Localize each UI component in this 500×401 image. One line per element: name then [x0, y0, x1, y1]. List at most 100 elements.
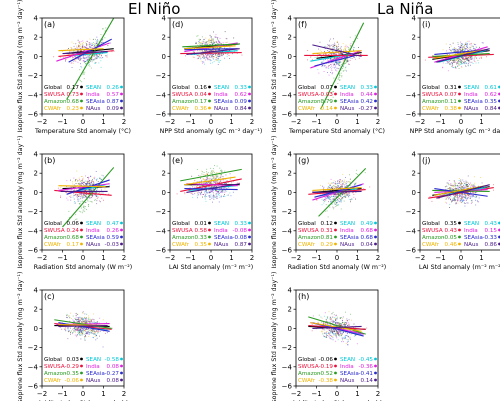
scatter-point — [84, 338, 86, 340]
scatter-point — [347, 56, 349, 57]
scatter-point — [92, 189, 94, 191]
scatter-point — [321, 65, 323, 67]
scatter-point — [220, 43, 222, 45]
scatter-point — [58, 191, 60, 192]
scatter-point — [85, 319, 87, 320]
scatter-point — [204, 190, 206, 192]
scatter-point — [336, 48, 338, 50]
scatter-point — [94, 45, 95, 46]
stat-name-naus: NAus — [214, 106, 229, 112]
scatter-point — [324, 323, 326, 324]
scatter-point — [321, 331, 323, 333]
scatter-point — [322, 100, 323, 101]
scatter-point — [332, 198, 334, 200]
scatter-point — [86, 196, 87, 198]
scatter-point — [222, 190, 223, 192]
scatter-point — [81, 330, 83, 332]
scatter-point — [463, 58, 465, 60]
scatter-point — [96, 58, 97, 60]
scatter-point — [206, 49, 208, 51]
scatter-point — [455, 51, 457, 53]
scatter-point — [97, 332, 99, 333]
scatter-point — [337, 201, 338, 203]
scatter-point — [74, 321, 76, 323]
el-nino-header: El Niño — [128, 0, 181, 18]
scatter-point — [321, 321, 323, 323]
stat-marker — [334, 364, 337, 368]
scatter-point — [225, 190, 226, 192]
stat-name-naus: NAus — [340, 242, 355, 248]
scatter-point — [103, 192, 105, 194]
scatter-point — [87, 58, 89, 60]
scatter-point — [340, 46, 342, 48]
scatter-point — [332, 333, 334, 334]
scatter-point — [89, 38, 91, 40]
scatter-point — [216, 53, 218, 55]
scatter-point — [319, 54, 320, 55]
y-axis-label: Isoprene flux Std anomaly (mg m⁻² day⁻¹) — [17, 272, 24, 401]
scatter-point — [232, 180, 234, 182]
scatter-point — [92, 322, 94, 324]
scatter-point — [198, 42, 200, 44]
stat-marker — [374, 99, 377, 103]
scatter-point — [327, 317, 328, 319]
scatter-point — [343, 179, 345, 181]
scatter-point — [83, 331, 85, 332]
scatter-point — [212, 39, 214, 41]
scatter-point — [77, 313, 79, 315]
scatter-point — [337, 186, 339, 188]
scatter-point — [333, 183, 335, 185]
scatter-point — [82, 311, 84, 313]
scatter-point — [209, 59, 211, 60]
scatter-point — [232, 191, 234, 193]
stat-name-india: India — [86, 92, 100, 98]
y-tick-label: −2 — [282, 72, 292, 80]
stat-value-amazon: -0.52 — [319, 371, 333, 377]
scatter-point — [206, 171, 207, 173]
scatter-point — [335, 181, 336, 183]
scatter-point — [88, 328, 89, 330]
scatter-point — [91, 188, 93, 189]
scatter-points — [57, 170, 110, 222]
scatter-point — [85, 193, 87, 195]
x-tick-label: 2 — [376, 118, 380, 126]
scatter-point — [97, 54, 99, 56]
scatter-point — [213, 172, 215, 173]
scatter-point — [92, 44, 94, 45]
scatter-point — [322, 65, 324, 66]
scatter-point — [90, 189, 92, 191]
stat-marker — [374, 371, 377, 375]
scatter-point — [340, 323, 342, 324]
stat-name-cwafr: CWAfr — [172, 242, 190, 248]
scatter-point — [86, 196, 88, 198]
scatter-point — [331, 49, 333, 51]
scatter-point — [206, 56, 208, 58]
scatter-point — [334, 333, 336, 335]
scatter-point — [323, 46, 325, 48]
x-tick-label: 1 — [101, 390, 105, 398]
scatter-point — [73, 320, 75, 322]
scatter-point — [339, 199, 341, 200]
scatter-point — [81, 318, 82, 319]
scatter-point — [95, 62, 97, 64]
scatter-point — [209, 44, 211, 45]
panel-label: (e) — [172, 156, 183, 165]
stat-marker — [334, 106, 337, 110]
scatter-point — [76, 312, 77, 314]
scatter-point — [89, 182, 91, 184]
scatter-point — [91, 194, 93, 196]
scatter-point — [80, 185, 82, 186]
scatter-point — [342, 173, 344, 175]
scatter-point — [461, 60, 463, 62]
scatter-point — [202, 196, 203, 198]
scatter-point — [90, 197, 92, 199]
scatter-point — [221, 55, 223, 57]
stat-name-swusa: SWUSA — [44, 228, 65, 234]
scatter-point — [212, 170, 214, 172]
stat-marker — [374, 92, 377, 96]
scatter-point — [83, 321, 84, 322]
scatter-point — [206, 179, 208, 181]
scatter-point — [85, 63, 86, 64]
scatter-point — [334, 58, 336, 60]
